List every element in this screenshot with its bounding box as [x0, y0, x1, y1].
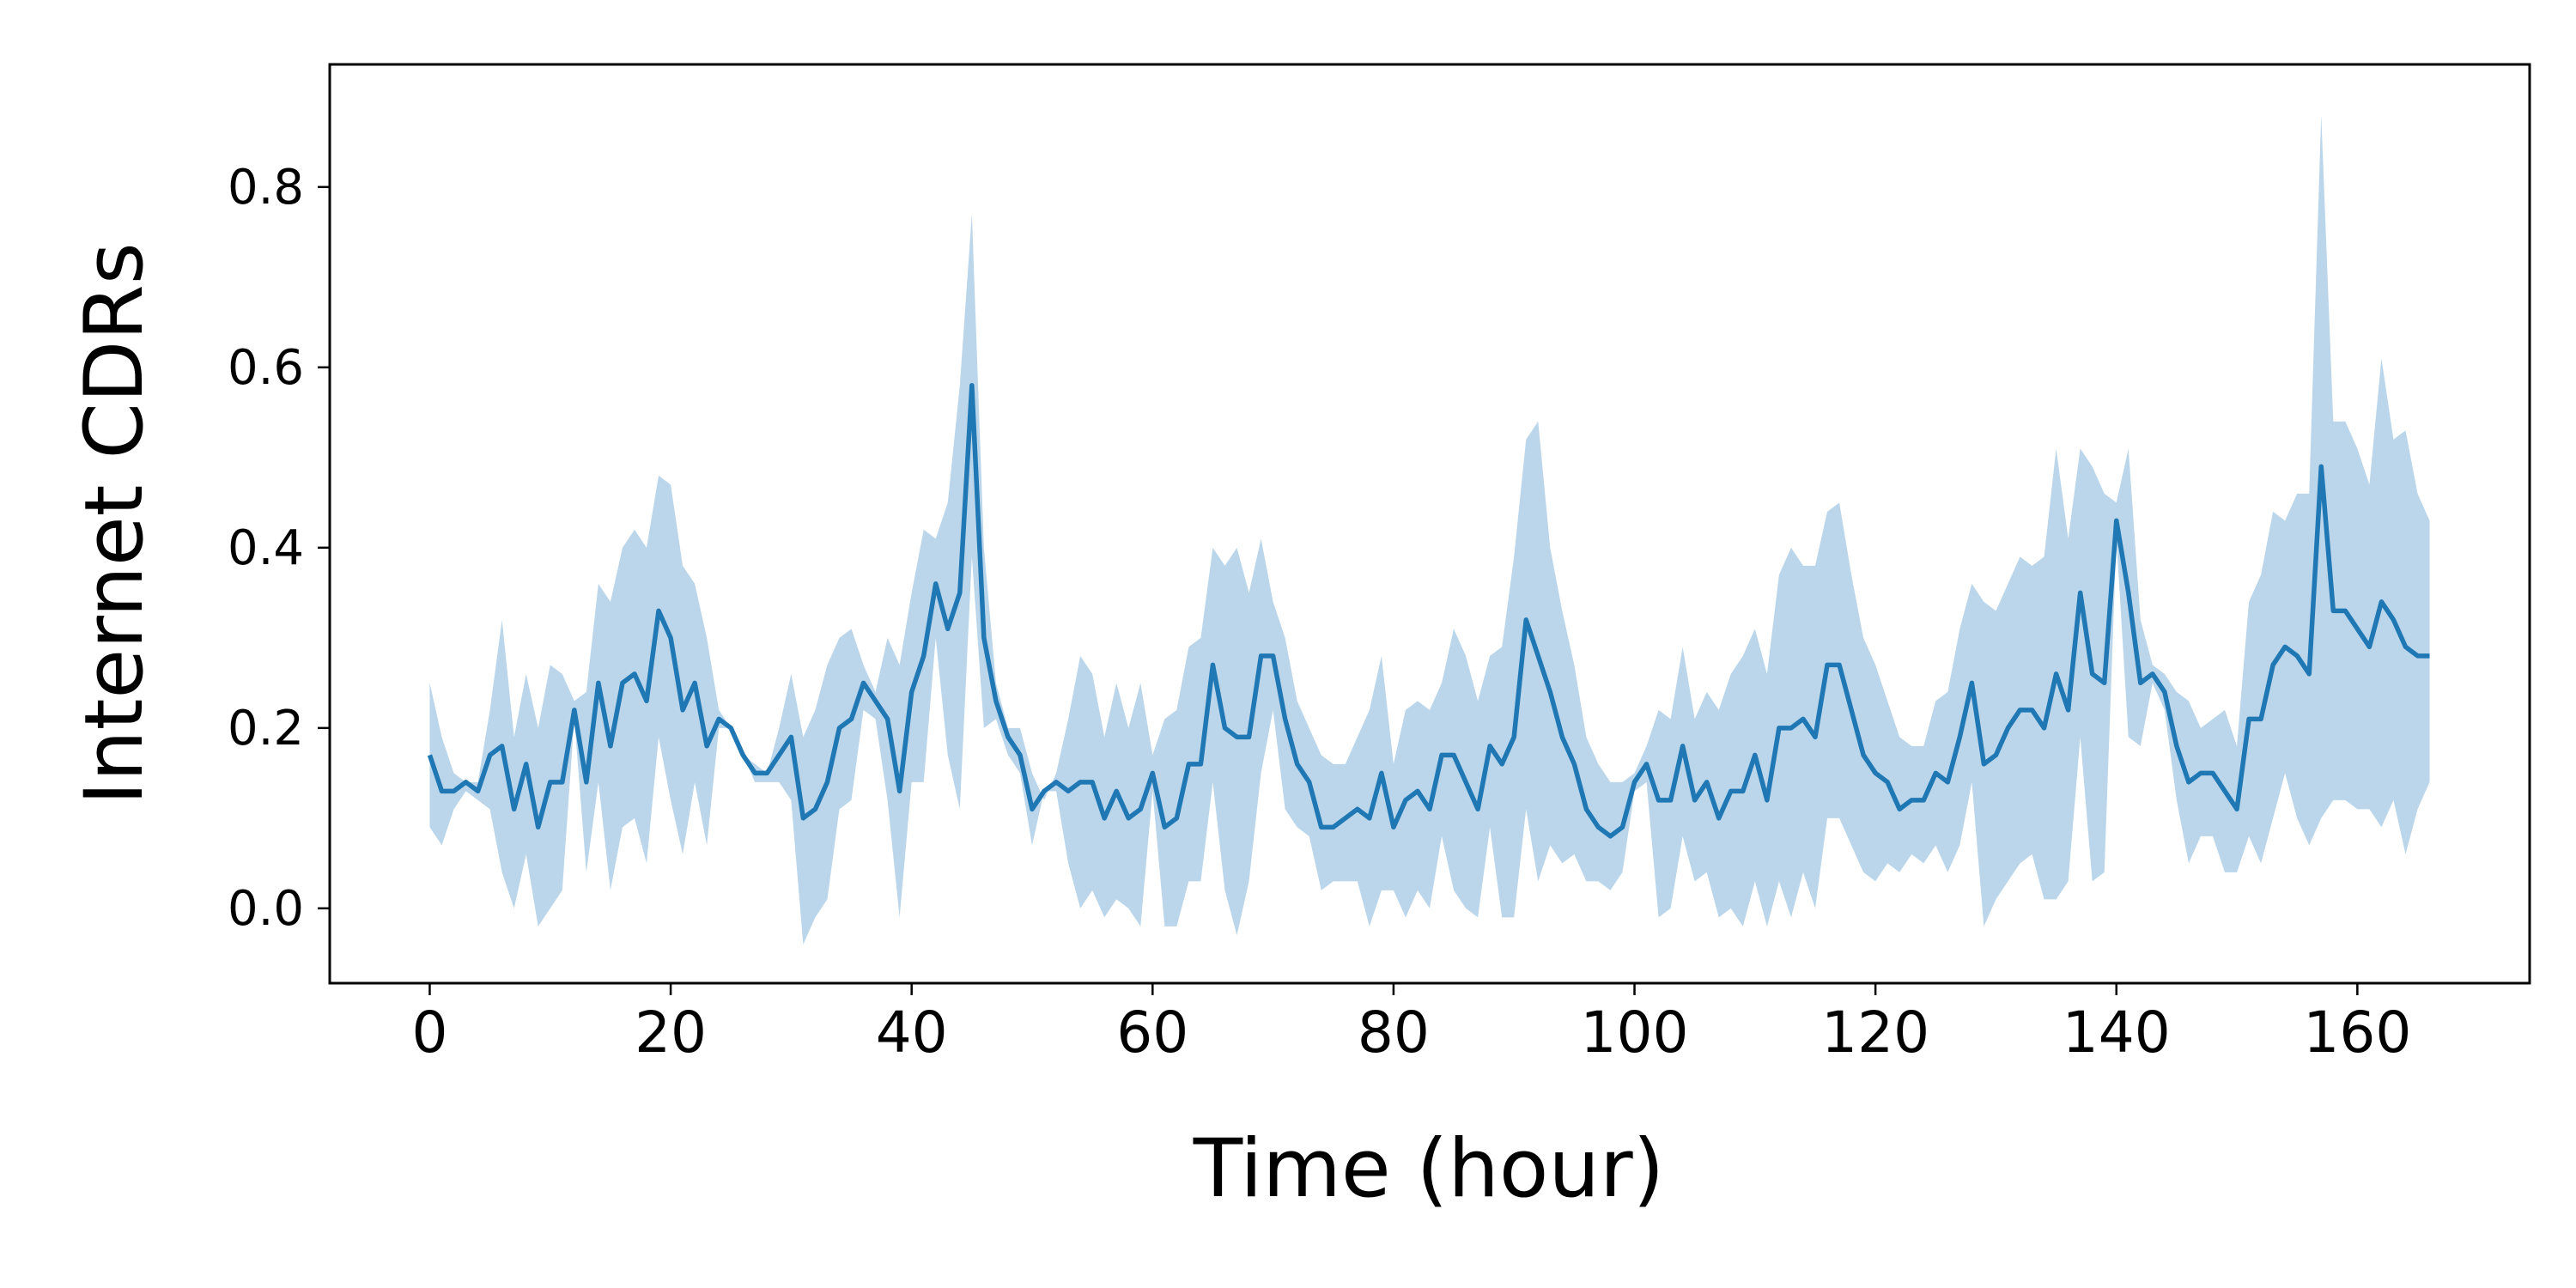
plot-frame: [328, 63, 2531, 985]
error-band: [429, 114, 2430, 945]
y-tick-label: 0.6: [228, 340, 304, 396]
x-tick-label: 0: [411, 999, 447, 1066]
x-tick-label: 120: [1821, 999, 1929, 1066]
x-tick-label: 140: [2063, 999, 2171, 1066]
y-tick-label: 0.0: [228, 881, 304, 937]
y-tick-label: 0.2: [228, 701, 304, 756]
line: [427, 383, 2430, 839]
x-axis-label: Time (hour): [1193, 1122, 1665, 1216]
x-tick-label: 100: [1581, 999, 1689, 1066]
x-tick-label: 20: [635, 999, 707, 1066]
x-tick-label: 60: [1116, 999, 1188, 1066]
y-tick-label: 0.8: [228, 160, 304, 216]
x-tick-label: 80: [1358, 999, 1430, 1066]
x-tick-label: 40: [876, 999, 948, 1066]
y-tick-label: 0.4: [228, 520, 304, 576]
y-axis-label: Internet CDRs: [68, 242, 161, 805]
x-tick-label: 160: [2303, 999, 2411, 1066]
